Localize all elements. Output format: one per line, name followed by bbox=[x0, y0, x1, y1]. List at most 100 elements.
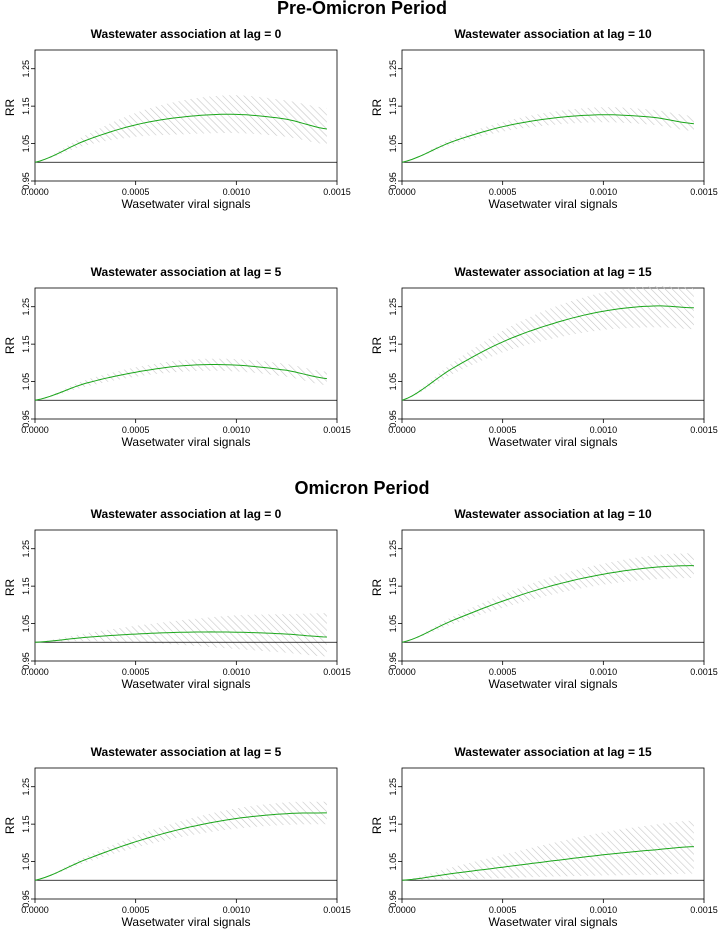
rr-point bbox=[502, 126, 504, 128]
rr-point bbox=[236, 114, 238, 116]
rr-point bbox=[653, 305, 655, 307]
panel-title: Wastewater association at lag = 0 bbox=[91, 27, 282, 41]
y-tick-label: 1.25 bbox=[21, 298, 31, 316]
rr-point bbox=[452, 141, 454, 143]
rr-point bbox=[34, 641, 36, 643]
section-title-omicron: Omicron Period bbox=[294, 478, 430, 498]
y-axis-label: RR bbox=[370, 817, 384, 835]
plot-frame bbox=[401, 49, 705, 182]
rr-point bbox=[34, 161, 36, 163]
x-tick-label: 0.0010 bbox=[590, 425, 618, 435]
x-tick-label: 0.0015 bbox=[323, 425, 351, 435]
rr-point bbox=[286, 118, 288, 120]
y-axis-label: RR bbox=[3, 99, 17, 117]
rr-point bbox=[653, 117, 655, 119]
y-tick-label: 1.15 bbox=[21, 97, 31, 115]
rr-point bbox=[452, 620, 454, 622]
rr-curve bbox=[34, 812, 327, 881]
panel-title: Wastewater association at lag = 5 bbox=[91, 745, 282, 759]
x-tick-label: 0.0015 bbox=[690, 425, 718, 435]
panel-title: Wastewater association at lag = 15 bbox=[454, 745, 652, 759]
rr-point bbox=[401, 161, 403, 163]
x-axis-label: Wasetwater viral signals bbox=[122, 677, 251, 691]
rr-curve bbox=[34, 631, 327, 643]
x-axis-label: Wasetwater viral signals bbox=[489, 435, 618, 449]
rr-point bbox=[286, 813, 288, 815]
plot-frame bbox=[34, 49, 338, 182]
y-tick-label: 1.15 bbox=[21, 335, 31, 353]
x-tick-label: 0.0010 bbox=[223, 187, 251, 197]
y-tick-label: 1.05 bbox=[388, 615, 398, 633]
y-tick-label: 1.25 bbox=[388, 540, 398, 558]
rr-point bbox=[401, 641, 403, 643]
confidence-band bbox=[35, 613, 327, 657]
rr-point bbox=[236, 631, 238, 633]
rr-point bbox=[693, 565, 695, 567]
rr-point bbox=[502, 866, 504, 868]
x-tick-label: 0.0005 bbox=[122, 905, 150, 915]
rr-point bbox=[603, 854, 605, 856]
rr-point bbox=[653, 567, 655, 569]
y-tick-label: 1.05 bbox=[388, 853, 398, 871]
plot-frame bbox=[34, 287, 338, 420]
x-axis-label: Wasetwater viral signals bbox=[489, 197, 618, 211]
confidence-band bbox=[402, 553, 694, 643]
rr-point bbox=[552, 117, 554, 119]
x-tick-label: 0.0015 bbox=[323, 187, 351, 197]
y-tick-label: 0.95 bbox=[388, 890, 398, 908]
x-tick-label: 0.0000 bbox=[388, 425, 416, 435]
plot-frame bbox=[401, 767, 705, 900]
y-tick-label: 1.25 bbox=[388, 778, 398, 796]
x-axis-label: Wasetwater viral signals bbox=[489, 915, 618, 929]
rr-point bbox=[653, 849, 655, 851]
rr-curve bbox=[401, 114, 694, 163]
y-axis-label: RR bbox=[370, 579, 384, 597]
y-tick-label: 1.25 bbox=[21, 778, 31, 796]
y-axis-label: RR bbox=[370, 99, 384, 117]
y-tick-label: 1.05 bbox=[21, 615, 31, 633]
y-tick-label: 1.05 bbox=[388, 373, 398, 391]
y-tick-label: 0.95 bbox=[21, 890, 31, 908]
x-tick-label: 0.0005 bbox=[122, 425, 150, 435]
y-tick-label: 0.95 bbox=[21, 172, 31, 190]
y-tick-label: 1.25 bbox=[388, 298, 398, 316]
confidence-band bbox=[35, 95, 327, 163]
rr-point bbox=[552, 323, 554, 325]
confidence-band bbox=[402, 286, 694, 401]
confidence-band bbox=[402, 107, 694, 163]
rr-point bbox=[326, 378, 328, 380]
x-tick-label: 0.0015 bbox=[690, 187, 718, 197]
plot-frame bbox=[34, 767, 338, 900]
chart-panel-5: Wastewater association at lag = 10 0.0000… bbox=[370, 507, 718, 691]
y-tick-label: 1.15 bbox=[21, 577, 31, 595]
confidence-band bbox=[35, 801, 327, 881]
confidence-band bbox=[35, 358, 327, 401]
x-tick-label: 0.0015 bbox=[690, 905, 718, 915]
y-axis-label: RR bbox=[370, 337, 384, 355]
panel-title: Wastewater association at lag = 10 bbox=[454, 507, 652, 521]
panel-title: Wastewater association at lag = 5 bbox=[91, 265, 282, 279]
rr-point bbox=[286, 370, 288, 372]
rr-point bbox=[85, 859, 87, 861]
y-tick-label: 0.95 bbox=[21, 652, 31, 670]
x-axis-label: Wasetwater viral signals bbox=[122, 915, 251, 929]
y-axis-label: RR bbox=[3, 337, 17, 355]
x-tick-label: 0.0005 bbox=[122, 667, 150, 677]
rr-curve bbox=[34, 364, 327, 401]
plot-frame bbox=[401, 287, 705, 420]
y-tick-label: 1.05 bbox=[21, 135, 31, 153]
rr-point bbox=[552, 860, 554, 862]
rr-point bbox=[185, 827, 187, 829]
confidence-band bbox=[402, 820, 694, 881]
y-tick-label: 1.25 bbox=[21, 60, 31, 78]
rr-curve bbox=[401, 305, 694, 401]
x-tick-label: 0.0010 bbox=[223, 667, 251, 677]
rr-point bbox=[693, 123, 695, 125]
x-tick-label: 0.0000 bbox=[388, 667, 416, 677]
chart-panel-7: Wastewater association at lag = 15 0.0000… bbox=[370, 745, 718, 929]
rr-point bbox=[326, 636, 328, 638]
plot-frame bbox=[34, 529, 338, 662]
rr-point bbox=[401, 399, 403, 401]
rr-point bbox=[693, 846, 695, 848]
panel-title: Wastewater association at lag = 15 bbox=[454, 265, 652, 279]
